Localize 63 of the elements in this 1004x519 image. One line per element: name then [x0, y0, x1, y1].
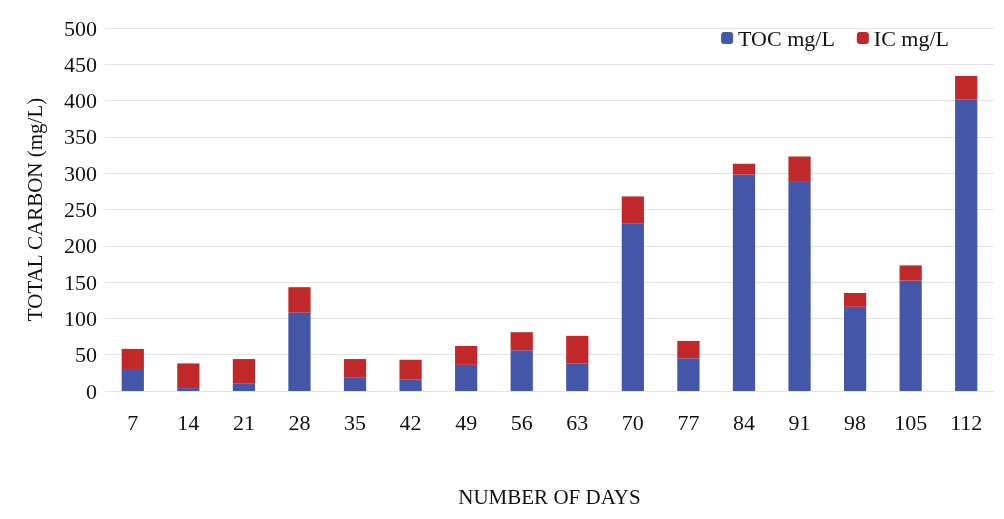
- y-tick-label: 50: [75, 342, 97, 368]
- x-tick-label: 77: [677, 409, 700, 435]
- x-tick-label: 7: [127, 409, 139, 435]
- x-tick-label: 35: [344, 409, 367, 435]
- bar: [566, 335, 589, 364]
- y-tick-label: 350: [64, 124, 97, 150]
- y-axis-title: TOTAL CARBON (mg/L): [22, 97, 47, 322]
- x-tick-label: 14: [177, 409, 200, 435]
- legend-label: TOC mg/L: [738, 25, 835, 51]
- y-tick-label: 400: [64, 88, 97, 114]
- bar: [232, 359, 256, 384]
- bar: [455, 364, 478, 391]
- bar: [510, 332, 533, 351]
- x-tick-label: 105: [894, 409, 928, 435]
- x-tick-label: 112: [950, 409, 983, 435]
- x-tick-label: 28: [288, 409, 311, 435]
- legend-label: IC mg/L: [873, 25, 950, 51]
- y-tick-label: 450: [64, 51, 97, 77]
- x-tick-label: 49: [455, 409, 478, 435]
- y-tick-label: 100: [64, 305, 97, 331]
- bar: [343, 359, 367, 378]
- bar: [732, 174, 756, 391]
- bar: [177, 388, 200, 391]
- bar: [510, 350, 533, 391]
- x-tick-label: 63: [566, 409, 589, 435]
- bar: [732, 163, 756, 175]
- bar: [843, 306, 867, 391]
- bar: [288, 312, 311, 391]
- bar: [288, 287, 311, 313]
- y-tick-label: 0: [86, 378, 97, 404]
- x-tick-label: 98: [844, 409, 867, 435]
- x-tick-label: 42: [399, 409, 422, 435]
- bar: [677, 358, 700, 391]
- bar: [899, 280, 922, 391]
- bar: [788, 156, 811, 182]
- x-tick-label: 21: [232, 409, 255, 435]
- y-tick-label: 250: [64, 197, 97, 222]
- bar: [455, 345, 478, 365]
- x-tick-label: 84: [732, 409, 755, 435]
- bar: [843, 292, 867, 307]
- bar: [955, 99, 978, 391]
- bar: [955, 75, 978, 100]
- bar: [177, 363, 200, 389]
- bar: [399, 379, 422, 391]
- y-tick-label: 150: [64, 269, 97, 295]
- bar: [621, 196, 644, 224]
- bar: [788, 181, 811, 391]
- x-tick-label: 70: [621, 409, 644, 435]
- y-tick-label: 500: [64, 15, 97, 41]
- bar: [621, 223, 644, 391]
- bar: [399, 359, 422, 380]
- y-tick-label: 300: [64, 160, 97, 186]
- x-axis-title: NUMBER OF DAYS: [458, 484, 641, 509]
- bar: [899, 265, 922, 281]
- x-tick-label: 56: [510, 409, 533, 435]
- bar: [121, 369, 144, 391]
- bar: [566, 363, 589, 391]
- y-tick-label: 200: [64, 233, 97, 259]
- bar: [121, 348, 144, 370]
- x-tick-label: 91: [788, 409, 811, 435]
- bar: [677, 340, 700, 359]
- bar: [232, 383, 256, 391]
- bar: [343, 377, 367, 391]
